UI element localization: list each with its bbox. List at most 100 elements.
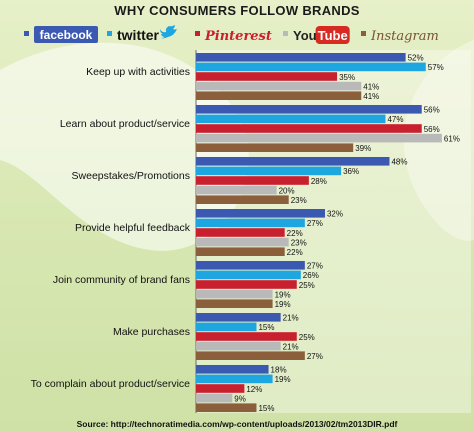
data-label: 15% [258, 404, 274, 413]
bar-instagram [196, 403, 257, 412]
legend-label-instagram: Instagram [370, 29, 439, 44]
legend-item-facebook: facebook [24, 26, 98, 43]
bar-youtube [196, 185, 277, 195]
category-labels-layer: Keep up with activities Learn about produ… [31, 66, 191, 390]
category-label: Make purchases [113, 326, 190, 338]
bar-pinterest [196, 384, 245, 393]
bar-youtube [196, 133, 442, 143]
bar-youtube [196, 81, 362, 91]
facebook-logo [34, 26, 98, 43]
data-label: 19% [275, 290, 291, 299]
bar-youtube [196, 237, 289, 247]
data-label: 22% [287, 248, 303, 257]
bar-pinterest [196, 280, 297, 289]
category-label: Provide helpful feedback [75, 222, 191, 234]
bar-facebook [196, 365, 269, 374]
data-label: 56% [424, 106, 440, 115]
chart-title: WHY CONSUMERS FOLLOW BRANDS [114, 3, 359, 18]
bar-twitter [196, 114, 386, 124]
category-label: Join community of brand fans [53, 274, 190, 286]
data-label: 39% [355, 144, 371, 153]
data-label: 22% [287, 229, 303, 238]
bar-twitter [196, 166, 342, 176]
source-note: Source: http://technoratimedia.com/wp-co… [77, 419, 398, 429]
data-label: 57% [428, 63, 444, 72]
category-label: Learn about product/service [60, 118, 190, 130]
legend-label-youtube: YouTube [293, 28, 348, 43]
legend-swatch-instagram [361, 31, 366, 36]
category-label: Keep up with activities [86, 66, 190, 78]
twitter-bird-icon [160, 25, 177, 39]
legend-label-facebook: facebook [40, 28, 93, 42]
bar-facebook [196, 313, 281, 322]
data-label: 56% [424, 125, 440, 134]
bar-twitter [196, 322, 257, 332]
bar-instagram [196, 195, 289, 204]
data-label: 26% [303, 271, 319, 280]
bar-facebook [196, 261, 305, 270]
bar-youtube [196, 341, 281, 351]
bars-layer: 52% 57% 35% 41%41% 56% 47% 56% 61% 39% 48% 36% 28% 2… [196, 53, 460, 413]
bar-facebook [196, 53, 406, 62]
data-label: 12% [246, 385, 262, 394]
youtube-logo-box [315, 26, 350, 44]
legend-label-twitter: twitter [117, 27, 160, 43]
category-label: To complain about product/service [31, 378, 190, 390]
bar-instagram [196, 247, 285, 256]
legend: facebook twitter Pinterest YouTube Ins [24, 25, 439, 44]
data-label: 48% [391, 158, 407, 167]
bar-instagram [196, 143, 354, 152]
legend-item-youtube: YouTube [283, 26, 350, 44]
data-label: 23% [291, 238, 307, 247]
bar-pinterest [196, 332, 297, 341]
data-label: 41% [363, 92, 379, 101]
data-label: 25% [299, 281, 315, 290]
legend-label-pinterest: Pinterest [204, 29, 272, 44]
legend-swatch-youtube [283, 31, 288, 36]
data-label: 19% [275, 375, 291, 384]
data-label: 15% [258, 323, 274, 332]
bar-pinterest [196, 72, 338, 81]
data-label: 27% [307, 262, 323, 271]
data-label: 20% [279, 186, 295, 195]
bar-twitter [196, 62, 426, 72]
data-label: 35% [339, 73, 355, 82]
bar-instagram [196, 351, 305, 360]
bar-facebook [196, 157, 390, 166]
legend-item-twitter: twitter [107, 25, 177, 43]
data-label: 36% [343, 167, 359, 176]
bar-instagram [196, 91, 362, 100]
bar-twitter [196, 374, 273, 384]
data-label: 27% [307, 352, 323, 361]
legend-swatch-pinterest [195, 31, 200, 36]
data-label: 61% [444, 134, 460, 143]
data-label: 23% [291, 196, 307, 205]
data-label: 41% [363, 82, 379, 91]
data-label: 21% [283, 342, 299, 351]
data-label: 9% [234, 394, 246, 403]
data-label: 25% [299, 333, 315, 342]
bar-facebook [196, 209, 325, 218]
bar-instagram [196, 299, 273, 308]
bar-facebook [196, 105, 422, 114]
legend-item-pinterest: Pinterest [195, 29, 272, 44]
data-label: 28% [311, 177, 327, 186]
data-label: 47% [387, 115, 403, 124]
data-label: 52% [408, 54, 424, 63]
legend-item-instagram: Instagram [361, 29, 439, 44]
data-label: 32% [327, 210, 343, 219]
data-label: 19% [275, 300, 291, 309]
bar-youtube [196, 289, 273, 299]
bar-youtube [196, 393, 233, 403]
bar-pinterest [196, 124, 422, 133]
data-label: 21% [283, 314, 299, 323]
legend-swatch-twitter [107, 31, 112, 36]
category-label: Sweepstakes/Promotions [72, 170, 190, 182]
data-label: 27% [307, 219, 323, 228]
bar-pinterest [196, 176, 309, 185]
data-label: 18% [271, 366, 287, 375]
bar-twitter [196, 270, 301, 280]
legend-swatch-facebook [24, 31, 29, 36]
